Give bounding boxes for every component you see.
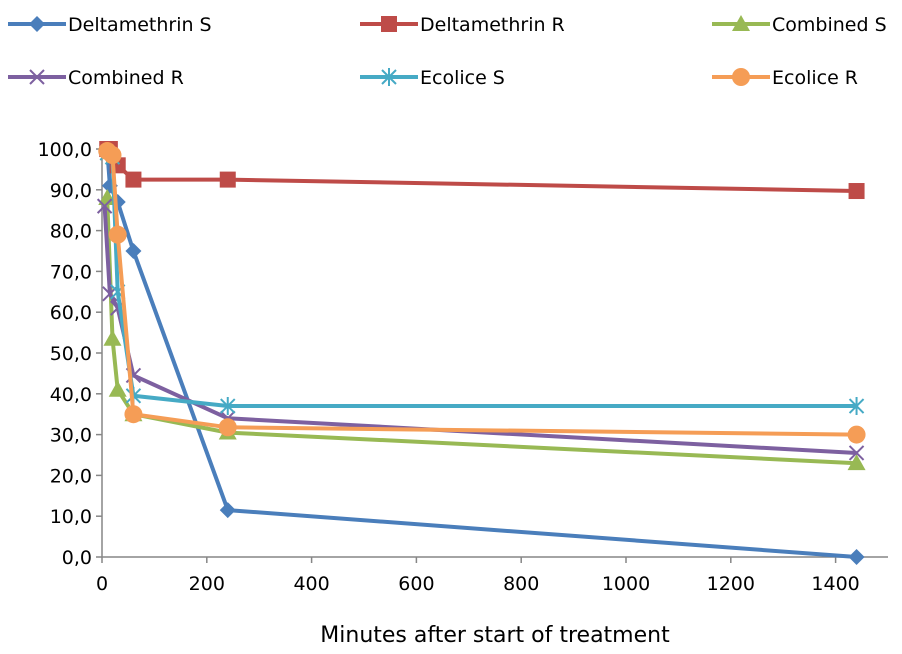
- axes: 0,0 10,0 20,0 30,0 40,0 50,0 60,0 70,0 80,0 90,0 1…: [38, 139, 888, 648]
- x-tick-label: 1200: [707, 573, 755, 595]
- series-combined-r: [96, 198, 865, 461]
- series-line-ecolice-s: [105, 151, 857, 408]
- series-line-combined-s: [105, 197, 857, 466]
- y-axis-ticks: 0,0 10,0 20,0 30,0 40,0 50,0 60,0 70,0 80,0 90,0 1…: [38, 139, 102, 569]
- y-tick-label: 90,0: [50, 180, 92, 202]
- data-point-combined-s: [103, 329, 122, 346]
- y-tick-label: 80,0: [50, 221, 92, 243]
- data-point-combined-s: [108, 380, 127, 397]
- x-tick-label: 800: [503, 573, 539, 595]
- series-ecolice-r: [98, 142, 866, 444]
- data-point-deltamethrin-r: [219, 171, 236, 188]
- legend-marker-combined-r: [29, 69, 45, 85]
- legend-label-ecolice-r: Ecolice R: [772, 67, 858, 89]
- data-point-ecolice-s: [848, 397, 865, 416]
- legend-item-combined-r: Combined R: [8, 67, 184, 89]
- x-axis-title: Minutes after start of treatment: [320, 623, 670, 648]
- x-tick-label: 600: [398, 573, 434, 595]
- legend-marker-deltamethrin-r: [381, 16, 397, 32]
- legend-label-ecolice-s: Ecolice S: [420, 67, 505, 89]
- y-tick-label: 30,0: [50, 425, 92, 447]
- data-point-combined-r: [848, 445, 865, 461]
- x-axis-ticks: 0 200 400 600 800 1000 1200 1400: [96, 557, 860, 595]
- series-line-deltamethrin-r: [107, 147, 857, 193]
- series-deltamethrin-r: [99, 141, 865, 200]
- legend-label-combined-s: Combined S: [772, 14, 887, 36]
- legend-label-combined-r: Combined R: [68, 67, 184, 89]
- y-tick-label: 0,0: [62, 547, 92, 569]
- data-point-ecolice-r: [124, 405, 143, 424]
- y-tick-label: 100,0: [38, 139, 92, 161]
- legend-marker-ecolice-r: [732, 68, 750, 86]
- legend-item-ecolice-r: Ecolice R: [712, 67, 858, 89]
- legend-item-combined-s: Combined S: [712, 14, 887, 36]
- x-tick-label: 400: [293, 573, 329, 595]
- series-group: [96, 141, 866, 565]
- y-tick-label: 20,0: [50, 465, 92, 487]
- data-point-deltamethrin-r: [125, 171, 142, 188]
- legend-item-deltamethrin-r: Deltamethrin R: [360, 14, 565, 36]
- series-deltamethrin-s: [99, 141, 865, 565]
- data-point-ecolice-r: [218, 418, 237, 437]
- legend-label-deltamethrin-r: Deltamethrin R: [420, 14, 565, 36]
- data-point-combined-s: [98, 188, 117, 205]
- legend-label-deltamethrin-s: Deltamethrin S: [68, 14, 212, 36]
- x-tick-label: 200: [189, 573, 225, 595]
- y-tick-label: 70,0: [50, 261, 92, 283]
- data-point-deltamethrin-s: [125, 243, 142, 259]
- data-point-combined-r: [96, 198, 113, 214]
- series-combined-s: [98, 188, 866, 471]
- data-point-combined-s: [847, 454, 866, 471]
- y-tick-label: 60,0: [50, 302, 92, 324]
- data-point-deltamethrin-s: [848, 549, 865, 565]
- x-tick-label: 1000: [602, 573, 650, 595]
- data-point-ecolice-r: [847, 425, 866, 444]
- x-tick-label: 1400: [811, 573, 859, 595]
- legend-marker-ecolice-s: [381, 68, 397, 86]
- legend-marker-deltamethrin-s: [29, 16, 45, 32]
- data-point-ecolice-s: [220, 397, 236, 416]
- data-point-deltamethrin-r: [848, 183, 865, 200]
- series-line-deltamethrin-s: [105, 148, 857, 559]
- y-tick-label: 50,0: [50, 343, 92, 365]
- x-tick-label: 0: [96, 573, 108, 595]
- series-line-ecolice-r: [105, 149, 857, 437]
- y-tick-label: 10,0: [50, 506, 92, 528]
- series-line-combined-r: [102, 205, 857, 455]
- legend-item-ecolice-s: Ecolice S: [360, 67, 505, 89]
- data-point-deltamethrin-s: [219, 502, 236, 519]
- legend-marker-combined-s: [732, 15, 750, 31]
- legend-item-deltamethrin-s: Deltamethrin S: [8, 14, 212, 36]
- legend: Deltamethrin S Deltamethrin R Combined S Co…: [8, 14, 887, 89]
- data-point-ecolice-r: [103, 146, 122, 165]
- data-point-ecolice-r: [108, 225, 127, 244]
- y-tick-label: 40,0: [50, 384, 92, 406]
